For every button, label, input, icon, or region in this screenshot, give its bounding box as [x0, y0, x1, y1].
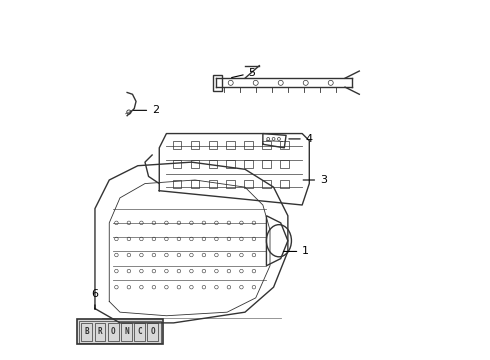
Bar [280, 141, 289, 149]
Bar [108, 323, 119, 341]
Text: N: N [124, 327, 129, 336]
Text: 6: 6 [92, 289, 98, 309]
Bar [245, 141, 253, 149]
Bar [191, 160, 199, 168]
Bar [173, 141, 181, 149]
Bar [209, 180, 217, 188]
Bar [209, 141, 217, 149]
Bar [209, 160, 217, 168]
Bar [226, 160, 235, 168]
Bar [134, 323, 145, 341]
Bar [191, 180, 199, 188]
Bar [245, 160, 253, 168]
Text: B: B [84, 327, 89, 336]
Text: 4: 4 [289, 134, 313, 144]
Bar [191, 141, 199, 149]
Bar [79, 321, 161, 342]
Text: R: R [98, 327, 102, 336]
Text: 1: 1 [284, 247, 309, 256]
Text: O: O [111, 327, 116, 336]
Bar [262, 141, 270, 149]
Bar [81, 323, 92, 341]
Bar [173, 180, 181, 188]
Text: 5: 5 [232, 68, 256, 78]
Text: C: C [137, 327, 142, 336]
Text: 3: 3 [303, 175, 327, 185]
Text: 2: 2 [133, 105, 159, 115]
Bar [95, 323, 105, 341]
Bar [245, 180, 253, 188]
Bar [121, 323, 132, 341]
Bar [280, 180, 289, 188]
Bar [147, 323, 158, 341]
Text: O: O [150, 327, 155, 336]
Bar [226, 180, 235, 188]
Bar [226, 141, 235, 149]
Bar [213, 75, 222, 91]
Bar [280, 160, 289, 168]
Bar [173, 160, 181, 168]
Bar [262, 160, 270, 168]
Bar [77, 319, 163, 344]
Bar [262, 180, 270, 188]
